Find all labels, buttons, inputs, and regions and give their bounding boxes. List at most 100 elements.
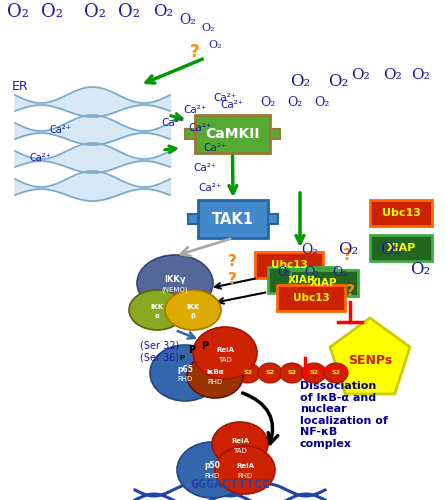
Text: Ca²⁺: Ca²⁺ bbox=[188, 123, 212, 133]
Text: O₂: O₂ bbox=[304, 266, 320, 278]
Text: IKK: IKK bbox=[150, 304, 164, 310]
Text: S2: S2 bbox=[266, 370, 275, 376]
Ellipse shape bbox=[258, 363, 282, 383]
Text: β: β bbox=[190, 313, 195, 319]
Text: TAD: TAD bbox=[218, 357, 232, 363]
Text: O₂: O₂ bbox=[84, 3, 106, 21]
Text: O₂: O₂ bbox=[328, 74, 348, 90]
Text: O₂: O₂ bbox=[287, 96, 303, 110]
Text: S2: S2 bbox=[310, 370, 319, 376]
Text: Ubc13: Ubc13 bbox=[293, 293, 329, 303]
Text: O₂: O₂ bbox=[351, 68, 369, 82]
Ellipse shape bbox=[137, 255, 213, 311]
Ellipse shape bbox=[129, 290, 185, 330]
Text: O₂: O₂ bbox=[380, 242, 400, 258]
Text: Ca²⁺: Ca²⁺ bbox=[183, 105, 206, 115]
Text: ?: ? bbox=[227, 254, 236, 270]
Ellipse shape bbox=[236, 363, 260, 383]
Text: O₂: O₂ bbox=[302, 243, 319, 257]
FancyBboxPatch shape bbox=[198, 200, 268, 238]
Ellipse shape bbox=[215, 446, 275, 494]
Text: Ca²⁺: Ca²⁺ bbox=[198, 183, 222, 193]
Text: ?: ? bbox=[346, 284, 354, 300]
FancyBboxPatch shape bbox=[290, 270, 358, 296]
Text: (NEMO): (NEMO) bbox=[162, 287, 188, 293]
Ellipse shape bbox=[193, 327, 257, 379]
Text: O₂: O₂ bbox=[7, 3, 29, 21]
Text: O₂: O₂ bbox=[41, 3, 63, 21]
Text: α: α bbox=[154, 313, 159, 319]
Text: RHD: RHD bbox=[207, 379, 222, 385]
Text: Ca²⁺: Ca²⁺ bbox=[221, 100, 244, 110]
Text: O₂: O₂ bbox=[384, 68, 402, 82]
FancyArrowPatch shape bbox=[243, 393, 278, 444]
FancyBboxPatch shape bbox=[277, 285, 345, 311]
Polygon shape bbox=[330, 318, 410, 394]
Text: RHD: RHD bbox=[204, 473, 220, 479]
Text: P: P bbox=[179, 355, 185, 361]
Text: CaMKII: CaMKII bbox=[205, 127, 260, 141]
Ellipse shape bbox=[212, 422, 268, 466]
Text: O₂: O₂ bbox=[278, 266, 292, 278]
Text: RelA: RelA bbox=[231, 438, 249, 444]
Text: Dissociation
of IκB-α and
nuclear
localization of
NF-κB
complex: Dissociation of IκB-α and nuclear locali… bbox=[300, 381, 388, 449]
Text: O₂: O₂ bbox=[314, 96, 330, 110]
Text: TAK1: TAK1 bbox=[212, 212, 254, 226]
Text: O₂: O₂ bbox=[180, 13, 196, 27]
Text: IKK: IKK bbox=[186, 304, 200, 310]
Text: O₂: O₂ bbox=[290, 74, 310, 90]
FancyBboxPatch shape bbox=[370, 235, 432, 261]
Text: O₂: O₂ bbox=[208, 40, 222, 50]
Text: RelA: RelA bbox=[216, 347, 234, 353]
FancyBboxPatch shape bbox=[188, 214, 198, 224]
Text: Ca²⁺: Ca²⁺ bbox=[193, 163, 217, 173]
Text: SENPs: SENPs bbox=[348, 354, 392, 366]
Text: O₂: O₂ bbox=[201, 23, 215, 33]
Text: Ca²⁺: Ca²⁺ bbox=[162, 118, 185, 128]
Text: (Ser 32): (Ser 32) bbox=[140, 340, 179, 350]
FancyBboxPatch shape bbox=[370, 200, 432, 226]
Text: P: P bbox=[202, 341, 209, 351]
Ellipse shape bbox=[280, 363, 304, 383]
Text: O₂: O₂ bbox=[153, 4, 173, 20]
Text: (Ser 36): (Ser 36) bbox=[140, 353, 179, 363]
Text: RHD: RHD bbox=[237, 473, 253, 479]
Text: XIAP: XIAP bbox=[310, 278, 338, 288]
Text: P: P bbox=[188, 345, 195, 355]
Text: O₂: O₂ bbox=[332, 266, 348, 278]
Text: Ubc13: Ubc13 bbox=[271, 260, 307, 270]
FancyBboxPatch shape bbox=[268, 267, 336, 293]
Text: RHD: RHD bbox=[178, 376, 193, 382]
Text: O₂: O₂ bbox=[260, 96, 276, 110]
Ellipse shape bbox=[187, 354, 243, 398]
Text: O₂: O₂ bbox=[411, 68, 429, 82]
Text: ?: ? bbox=[343, 248, 352, 262]
Text: XIAP: XIAP bbox=[288, 275, 316, 285]
FancyBboxPatch shape bbox=[268, 214, 278, 224]
Text: p65: p65 bbox=[177, 364, 193, 374]
FancyBboxPatch shape bbox=[195, 115, 270, 153]
Text: GGGACTTTCC: GGGACTTTCC bbox=[190, 478, 270, 492]
Text: IKKγ: IKKγ bbox=[164, 276, 186, 284]
Text: O₂: O₂ bbox=[338, 242, 358, 258]
Text: S2: S2 bbox=[243, 370, 252, 376]
Text: RelA: RelA bbox=[236, 463, 254, 469]
Text: ER: ER bbox=[12, 80, 28, 93]
Text: ?: ? bbox=[227, 272, 236, 287]
Ellipse shape bbox=[150, 345, 220, 401]
FancyBboxPatch shape bbox=[255, 252, 323, 278]
FancyBboxPatch shape bbox=[270, 129, 280, 139]
Text: S2: S2 bbox=[287, 370, 296, 376]
Text: p50: p50 bbox=[204, 462, 220, 470]
Ellipse shape bbox=[165, 290, 221, 330]
Text: Ca²⁺: Ca²⁺ bbox=[203, 143, 227, 153]
Text: O₂: O₂ bbox=[410, 262, 430, 278]
FancyBboxPatch shape bbox=[185, 129, 195, 139]
Ellipse shape bbox=[177, 442, 247, 498]
Text: S2: S2 bbox=[332, 370, 340, 376]
Text: Ca²⁺: Ca²⁺ bbox=[29, 153, 51, 163]
Ellipse shape bbox=[302, 363, 326, 383]
Ellipse shape bbox=[324, 363, 348, 383]
Text: Ca²⁺: Ca²⁺ bbox=[213, 93, 237, 103]
Text: Ubc13: Ubc13 bbox=[381, 208, 421, 218]
